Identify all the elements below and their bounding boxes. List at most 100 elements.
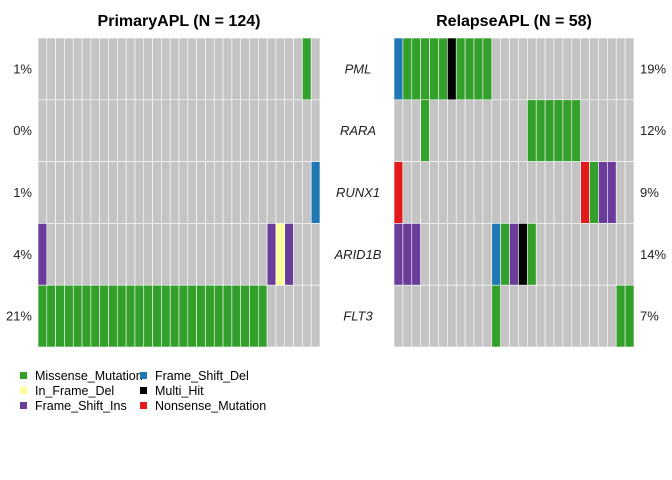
percent-label-primary: 1% bbox=[13, 61, 32, 76]
cell-empty bbox=[169, 161, 180, 224]
cell-empty bbox=[500, 161, 510, 224]
heatmap-primary bbox=[37, 37, 321, 348]
cell-empty bbox=[580, 284, 590, 348]
cell-missense-mutation bbox=[117, 284, 127, 348]
cell-missense-mutation bbox=[108, 284, 118, 348]
cell-empty bbox=[46, 99, 56, 162]
cell-empty bbox=[509, 161, 519, 224]
cell-empty bbox=[205, 99, 215, 162]
cell-empty bbox=[275, 284, 286, 348]
cell-missense-mutation bbox=[491, 284, 501, 348]
cell-empty bbox=[99, 223, 109, 286]
cell-empty bbox=[81, 99, 92, 162]
cell-empty bbox=[240, 161, 250, 224]
cell-empty bbox=[266, 161, 277, 224]
cell-empty bbox=[231, 99, 241, 162]
cell-empty bbox=[429, 161, 439, 224]
cell-empty bbox=[429, 99, 439, 162]
cell-missense-mutation bbox=[90, 284, 100, 348]
cell-missense-mutation bbox=[55, 284, 65, 348]
cell-empty bbox=[117, 223, 127, 286]
cell-empty bbox=[249, 161, 259, 224]
cell-empty bbox=[580, 223, 590, 286]
percent-label-relapse: 7% bbox=[640, 309, 659, 324]
cell-empty bbox=[37, 99, 48, 162]
cell-empty bbox=[258, 99, 268, 162]
cell-empty bbox=[266, 99, 277, 162]
percent-label-primary: 4% bbox=[13, 247, 32, 262]
cell-empty bbox=[402, 284, 413, 348]
cell-frame-shift-ins bbox=[607, 161, 617, 224]
cell-empty bbox=[178, 37, 189, 101]
cell-empty bbox=[275, 161, 286, 224]
cell-empty bbox=[125, 223, 136, 286]
cell-empty bbox=[161, 223, 171, 286]
cell-empty bbox=[607, 99, 617, 162]
cell-missense-mutation bbox=[72, 284, 83, 348]
cell-empty bbox=[169, 37, 180, 101]
cell-empty bbox=[284, 284, 294, 348]
cell-empty bbox=[571, 284, 581, 348]
cell-empty bbox=[249, 37, 259, 101]
panel-title-primary: PrimaryAPL (N = 124) bbox=[98, 13, 261, 30]
cell-empty bbox=[302, 99, 312, 162]
legend-label: Multi_Hit bbox=[155, 384, 204, 398]
heatmap-relapse bbox=[393, 37, 635, 348]
cell-empty bbox=[134, 223, 145, 286]
cell-empty bbox=[178, 223, 189, 286]
cell-empty bbox=[258, 161, 268, 224]
cell-empty bbox=[293, 99, 303, 162]
cell-empty bbox=[455, 284, 466, 348]
legend-label: Nonsense_Mutation bbox=[155, 399, 266, 413]
cell-missense-mutation bbox=[429, 37, 439, 101]
cell-empty bbox=[500, 37, 510, 101]
cell-missense-mutation bbox=[258, 284, 268, 348]
cell-empty bbox=[589, 99, 599, 162]
cell-missense-mutation bbox=[213, 284, 224, 348]
cell-empty bbox=[500, 284, 510, 348]
cell-empty bbox=[108, 161, 118, 224]
cell-empty bbox=[90, 223, 100, 286]
cell-empty bbox=[518, 37, 528, 101]
cell-empty bbox=[231, 161, 241, 224]
cell-empty bbox=[72, 223, 83, 286]
cell-empty bbox=[161, 161, 171, 224]
cell-empty bbox=[509, 37, 519, 101]
cell-empty bbox=[482, 284, 493, 348]
cell-empty bbox=[222, 223, 233, 286]
cell-missense-mutation bbox=[240, 284, 250, 348]
cell-empty bbox=[55, 161, 65, 224]
cell-frame-shift-ins bbox=[598, 161, 608, 224]
cell-empty bbox=[310, 223, 321, 286]
cell-empty bbox=[99, 37, 109, 101]
cell-empty bbox=[562, 161, 573, 224]
legend-swatch bbox=[20, 387, 27, 394]
cell-empty bbox=[231, 37, 241, 101]
cell-empty bbox=[589, 223, 599, 286]
cell-empty bbox=[420, 161, 430, 224]
cell-empty bbox=[562, 37, 573, 101]
cell-empty bbox=[196, 37, 206, 101]
cell-missense-mutation bbox=[46, 284, 56, 348]
cell-empty bbox=[447, 284, 457, 348]
cell-frame-shift-ins bbox=[393, 223, 404, 286]
cell-empty bbox=[46, 161, 56, 224]
cell-empty bbox=[302, 161, 312, 224]
cell-empty bbox=[562, 284, 573, 348]
cell-empty bbox=[187, 37, 197, 101]
cell-in-frame-del bbox=[275, 223, 286, 286]
cell-missense-mutation bbox=[37, 284, 48, 348]
cell-missense-mutation bbox=[152, 284, 162, 348]
cell-empty bbox=[411, 99, 421, 162]
cell-empty bbox=[447, 99, 457, 162]
cell-empty bbox=[293, 161, 303, 224]
cell-empty bbox=[37, 161, 48, 224]
cell-empty bbox=[562, 223, 573, 286]
cell-empty bbox=[491, 161, 501, 224]
cell-empty bbox=[284, 161, 294, 224]
panel-title-relapse: RelapseAPL (N = 58) bbox=[436, 13, 592, 30]
cell-empty bbox=[535, 161, 546, 224]
cell-empty bbox=[429, 223, 439, 286]
cell-empty bbox=[161, 99, 171, 162]
